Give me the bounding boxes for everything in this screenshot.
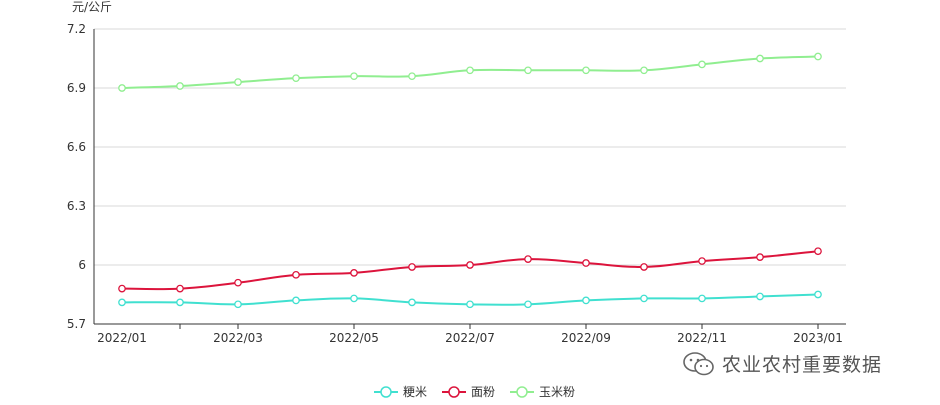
data-point[interactable] bbox=[466, 261, 474, 269]
x-tick-label: 2023/01 bbox=[793, 331, 843, 345]
data-point[interactable] bbox=[234, 278, 242, 287]
x-tick-label: 2022/03 bbox=[213, 331, 263, 345]
legend[interactable]: 粳米 面粉 玉米粉 bbox=[374, 385, 575, 399]
series-1 bbox=[118, 247, 822, 293]
legend-label: 玉米粉 bbox=[539, 385, 575, 399]
series-0 bbox=[118, 290, 822, 309]
legend-item[interactable]: 粳米 bbox=[374, 385, 427, 399]
x-tick-label: 2022/09 bbox=[561, 331, 611, 345]
data-point[interactable] bbox=[466, 300, 474, 309]
watermark: 农业农村重要数据 bbox=[682, 350, 882, 377]
y-tick-label: 7.2 bbox=[67, 22, 86, 36]
data-point[interactable] bbox=[814, 247, 822, 256]
legend-item[interactable]: 玉米粉 bbox=[510, 385, 575, 399]
data-point[interactable] bbox=[640, 294, 648, 303]
y-tick-label: 6.9 bbox=[67, 81, 86, 95]
series-2 bbox=[118, 52, 822, 92]
data-point[interactable] bbox=[350, 294, 358, 303]
data-point[interactable] bbox=[466, 66, 474, 75]
grid-lines bbox=[94, 28, 846, 266]
data-point[interactable] bbox=[176, 82, 184, 90]
y-tick-labels: 5.7 6 6.3 6.6 6.9 7.2 bbox=[67, 22, 86, 331]
data-point[interactable] bbox=[408, 298, 416, 307]
data-point[interactable] bbox=[756, 54, 764, 63]
data-point[interactable] bbox=[292, 270, 300, 279]
legend-label: 粳米 bbox=[403, 385, 427, 399]
watermark-text: 农业农村重要数据 bbox=[722, 354, 883, 376]
axes bbox=[93, 29, 846, 329]
y-tick-label: 5.7 bbox=[67, 317, 86, 331]
data-point[interactable] bbox=[408, 263, 416, 271]
data-point[interactable] bbox=[756, 253, 764, 261]
legend-marker bbox=[516, 386, 528, 398]
y-tick-label: 6.3 bbox=[67, 199, 86, 213]
data-point[interactable] bbox=[176, 284, 184, 293]
data-point[interactable] bbox=[582, 66, 590, 75]
data-point[interactable] bbox=[292, 74, 300, 83]
x-tick-label: 2022/11 bbox=[677, 331, 727, 345]
data-point[interactable] bbox=[698, 60, 706, 69]
data-point[interactable] bbox=[118, 284, 126, 293]
x-tick-labels: 2022/01 2022/03 2022/05 2022/07 2022/09 2022/… bbox=[97, 331, 843, 345]
data-point[interactable] bbox=[814, 52, 822, 61]
series-lines bbox=[118, 52, 822, 309]
data-point[interactable] bbox=[234, 78, 242, 86]
data-point[interactable] bbox=[582, 259, 590, 267]
legend-item[interactable]: 面粉 bbox=[442, 385, 495, 399]
data-point[interactable] bbox=[292, 296, 300, 305]
y-axis-unit-label: 元/公斤 bbox=[72, 0, 112, 14]
data-point[interactable] bbox=[350, 269, 358, 277]
x-tick-label: 2022/01 bbox=[97, 331, 147, 345]
x-tick-label: 2022/07 bbox=[445, 331, 495, 345]
data-point[interactable] bbox=[524, 300, 532, 309]
data-point[interactable] bbox=[698, 294, 706, 303]
data-point[interactable] bbox=[640, 263, 648, 271]
series-line bbox=[121, 250, 819, 291]
data-point[interactable] bbox=[640, 66, 648, 75]
data-point[interactable] bbox=[582, 296, 590, 305]
data-point[interactable] bbox=[814, 290, 822, 299]
data-point[interactable] bbox=[756, 292, 764, 301]
data-point[interactable] bbox=[118, 84, 126, 92]
data-point[interactable] bbox=[350, 72, 358, 81]
wechat-icon bbox=[683, 351, 714, 375]
legend-marker bbox=[380, 386, 392, 398]
data-point[interactable] bbox=[118, 298, 126, 307]
data-point[interactable] bbox=[176, 298, 184, 307]
data-point[interactable] bbox=[524, 66, 532, 75]
data-point[interactable] bbox=[234, 300, 242, 309]
x-tick-label: 2022/05 bbox=[329, 331, 379, 345]
y-tick-label: 6 bbox=[78, 258, 86, 272]
data-point[interactable] bbox=[524, 255, 532, 263]
data-point[interactable] bbox=[408, 72, 416, 81]
legend-label: 面粉 bbox=[471, 385, 495, 399]
y-tick-label: 6.6 bbox=[67, 140, 86, 154]
legend-marker bbox=[448, 386, 460, 398]
data-point[interactable] bbox=[698, 257, 706, 265]
